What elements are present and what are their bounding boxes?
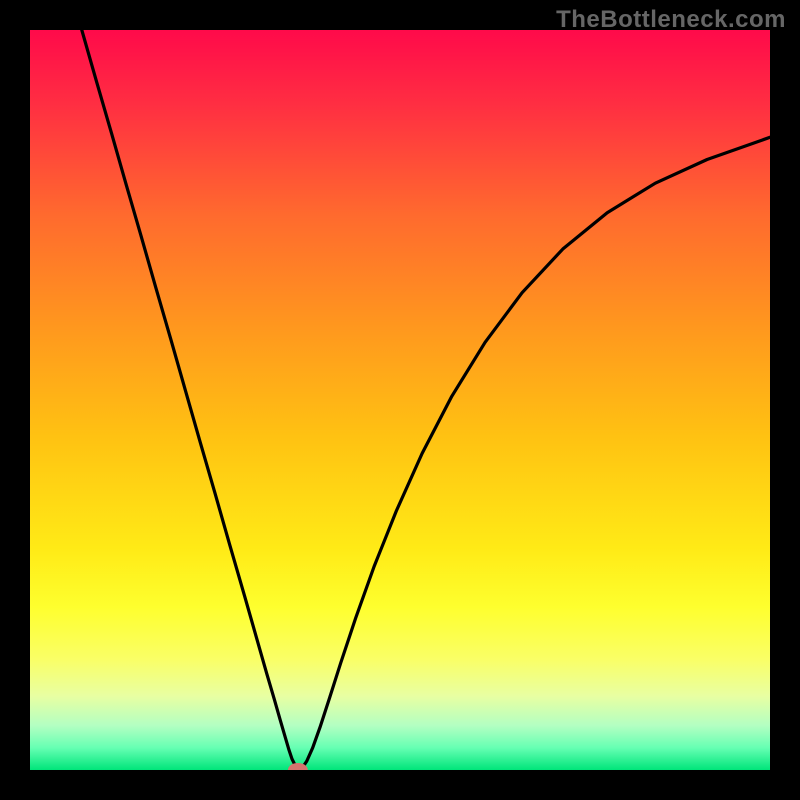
plot-area bbox=[30, 30, 770, 770]
bottleneck-curve bbox=[30, 30, 770, 770]
chart-frame: TheBottleneck.com bbox=[0, 0, 800, 800]
